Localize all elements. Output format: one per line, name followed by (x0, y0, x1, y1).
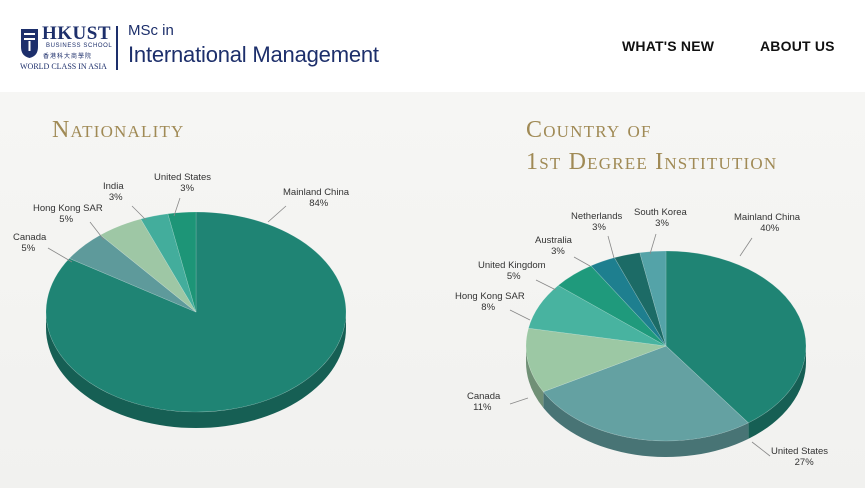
country-percent-south-korea: 3% (655, 218, 669, 229)
country-slice-south-korea (639, 250, 667, 347)
country-slice-australia (590, 257, 667, 347)
nationality-label-canada: Canada (13, 232, 47, 243)
country-slice-united-kingdom (557, 265, 667, 347)
logo-wordmark: HKUST (42, 23, 112, 44)
logo-tagline: WORLD CLASS IN ASIA (20, 62, 107, 71)
logo-subtitle: BUSINESS SCHOOL (46, 43, 113, 49)
country-percent-australia: 3% (551, 246, 565, 257)
nationality-percent-hong-kong-sar: 5% (59, 214, 73, 225)
hkust-crest-icon (21, 29, 38, 58)
country-percent-mainland-china: 40% (760, 223, 780, 234)
nationality-percent-united-states: 3% (180, 183, 194, 194)
country-label-netherlands: Netherlands (571, 211, 622, 222)
site-header: HKUST BUSINESS SCHOOL 香港科大商學院 WORLD CLAS… (0, 0, 865, 92)
nav-about-us[interactable]: ABOUT US (760, 38, 835, 54)
nationality-side-mainland-china (46, 312, 346, 428)
country-label-canada: Canada (467, 391, 501, 402)
country-side-mainland-china (748, 346, 806, 439)
program-title: International Management (128, 42, 379, 67)
country-slice-canada (525, 327, 667, 393)
country-leader-united-kingdom (535, 279, 557, 291)
country-percent-united-states: 27% (795, 457, 815, 468)
country-leader-south-korea (649, 233, 657, 255)
nationality-label-united-states: United States (154, 172, 211, 183)
country-label-hong-kong-sar: Hong Kong SAR (455, 291, 525, 302)
country-label-united-states: United States (771, 446, 828, 457)
nationality-leader-mainland-china (267, 205, 287, 223)
nationality-label-india: India (103, 181, 124, 192)
logo-divider (116, 26, 118, 70)
country-percent-hong-kong-sar: 8% (481, 302, 495, 313)
country-side-united-states (543, 391, 749, 457)
country-slice-hong-kong-sar (528, 285, 667, 347)
country-chart-title-line1: Country of (526, 117, 652, 143)
nav-whats-new[interactable]: WHAT'S NEW (622, 38, 715, 54)
country-chart-title: Country of 1st Degree Institution (526, 114, 777, 178)
country-label-united-kingdom: United Kingdom (478, 260, 546, 271)
nationality-label-hong-kong-sar: Hong Kong SAR (33, 203, 103, 214)
nationality-percent-mainland-china: 84% (309, 198, 329, 209)
country-leader-canada (509, 397, 529, 405)
country-label-australia: Australia (535, 235, 573, 246)
country-leader-netherlands (607, 235, 615, 259)
country-percent-netherlands: 3% (592, 222, 606, 233)
nationality-slice-mainland-china (45, 211, 347, 413)
country-percent-united-kingdom: 5% (507, 271, 521, 282)
nationality-leader-united-states (173, 197, 181, 217)
nationality-percent-canada: 5% (21, 243, 35, 254)
nationality-slice-united-states (167, 211, 197, 313)
country-side-canada (526, 346, 544, 408)
program-prefix: MSc in (128, 22, 174, 39)
country-leader-australia (573, 256, 591, 267)
nationality-leader-india (131, 205, 147, 221)
nationality-chart-title: Nationality (52, 117, 185, 143)
nationality-label-mainland-china: Mainland China (283, 187, 350, 198)
logo-chinese-name: 香港科大商學院 (43, 54, 93, 60)
country-leader-united-states (751, 441, 771, 457)
country-label-mainland-china: Mainland China (734, 212, 801, 223)
country-slice-mainland-china (665, 250, 807, 424)
country-slice-netherlands (614, 252, 667, 347)
country-chart-title-line2: 1st Degree Institution (526, 149, 778, 175)
country-label-south-korea: South Korea (634, 207, 688, 218)
country-slice-united-states (542, 345, 749, 442)
country-leader-mainland-china (739, 237, 753, 257)
country-leader-hong-kong-sar (509, 309, 531, 321)
nationality-leader-hong-kong-sar (89, 221, 105, 241)
nationality-leader-canada (47, 247, 73, 263)
nationality-slice-india (140, 213, 197, 313)
nationality-percent-india: 3% (109, 192, 123, 203)
country-percent-canada: 11% (473, 402, 492, 413)
